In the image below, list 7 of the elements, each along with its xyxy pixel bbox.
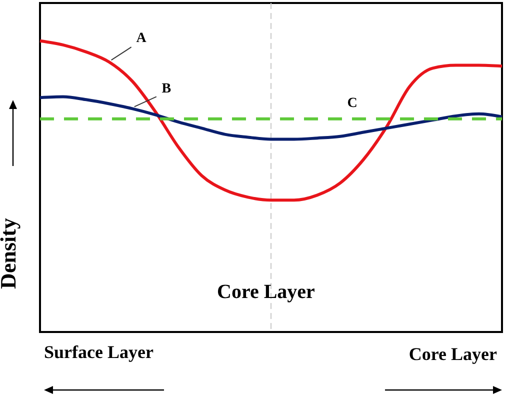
- y-axis-title: Density: [0, 218, 20, 289]
- text: Core Layer: [408, 344, 497, 365]
- series-label: C: [347, 96, 358, 111]
- series-label: B: [162, 82, 172, 97]
- annotation: Core Layer: [217, 281, 315, 304]
- text: A: [136, 31, 148, 46]
- text: Surface Layer: [44, 342, 154, 363]
